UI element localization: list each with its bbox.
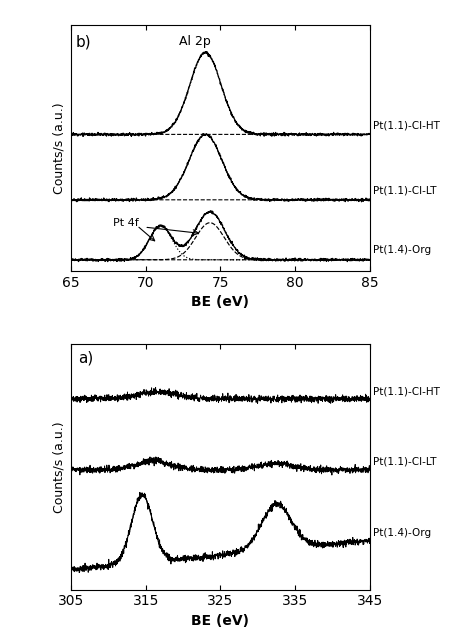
Text: Pt(1.1)-Cl-LT: Pt(1.1)-Cl-LT	[373, 457, 436, 467]
Y-axis label: Counts/s (a.u.): Counts/s (a.u.)	[53, 421, 65, 513]
Text: Pt 4f: Pt 4f	[113, 217, 139, 228]
X-axis label: BE (eV): BE (eV)	[191, 614, 249, 628]
Text: Pt(1.4)-Org: Pt(1.4)-Org	[374, 245, 432, 256]
X-axis label: BE (eV): BE (eV)	[191, 295, 249, 309]
Y-axis label: Counts/s (a.u.): Counts/s (a.u.)	[53, 102, 65, 194]
Text: Pt(1.4)-Org: Pt(1.4)-Org	[373, 528, 431, 538]
Text: Pt(1.1)-Cl-HT: Pt(1.1)-Cl-HT	[374, 120, 440, 130]
Text: Pt(1.1)-Cl-HT: Pt(1.1)-Cl-HT	[373, 386, 439, 396]
Text: Pt(1.1)-Cl-LT: Pt(1.1)-Cl-LT	[374, 186, 437, 195]
Text: Al 2p: Al 2p	[179, 36, 211, 48]
Text: b): b)	[75, 35, 91, 49]
Text: a): a)	[79, 351, 94, 365]
